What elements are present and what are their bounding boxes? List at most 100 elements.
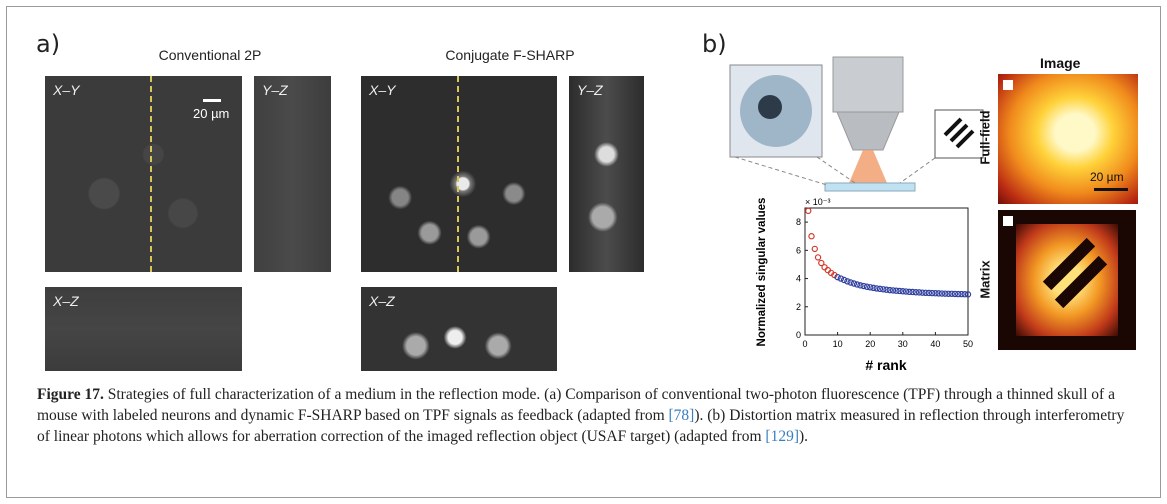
citation-link-78[interactable]: [78] [668, 407, 695, 424]
data-point [938, 290, 946, 297]
data-point [808, 233, 815, 240]
data-point [915, 289, 923, 296]
caption-label: Figure 17. [37, 386, 104, 403]
data-point [893, 287, 900, 294]
fsharp-xy-image: X–Y [361, 76, 557, 272]
data-point [902, 288, 910, 295]
x-tick-label: 0 [802, 339, 807, 349]
image-column-title: Image [1040, 55, 1081, 71]
data-point [899, 288, 906, 295]
data-point [958, 290, 965, 298]
y-multiplier: × 10⁻³ [805, 198, 831, 207]
data-point [919, 289, 926, 296]
data-point [964, 291, 972, 298]
data-point [870, 284, 877, 292]
conventional-yz-image: Y–Z [254, 76, 331, 272]
zoom-guide [899, 157, 936, 184]
data-point [857, 282, 864, 289]
full-field-label: Full-field [977, 110, 993, 165]
full-field-heatmap: 20 µm [998, 74, 1138, 204]
data-point [896, 287, 903, 295]
scale-bar [203, 99, 221, 102]
objective-body [832, 56, 904, 113]
data-point [873, 285, 880, 292]
conventional-yz-label: Y–Z [262, 82, 288, 98]
x-tick-label: 30 [898, 339, 908, 349]
target-bar [943, 117, 963, 137]
x-tick-label: 50 [963, 339, 973, 349]
corner-marker [1003, 80, 1013, 90]
y-tick-label: 6 [796, 245, 801, 255]
panel-a-label: a) [36, 30, 61, 58]
panel-b-label: b) [702, 30, 727, 58]
data-point [837, 275, 845, 282]
caption-text-3: ). [798, 428, 809, 445]
data-point [866, 284, 874, 291]
objective-tip [836, 111, 900, 151]
target-bar [955, 129, 975, 149]
fsharp-xz-image: X–Z [361, 287, 557, 371]
fsharp-yz-label: Y–Z [577, 82, 603, 98]
conventional-xz-image: X–Z [45, 287, 242, 371]
caption-text-1: Strategies of full characterization of a… [37, 386, 1115, 424]
fsharp-yz-image: Y–Z [569, 76, 644, 272]
laser-beam [849, 150, 887, 183]
conventional-dashed-line [150, 76, 152, 272]
data-point [840, 276, 848, 284]
x-tick-label: 10 [833, 339, 843, 349]
data-point [886, 286, 893, 294]
data-point [818, 259, 825, 267]
data-point [876, 285, 884, 293]
matrix-heatmap [998, 210, 1136, 350]
data-point [945, 290, 952, 297]
scale-bar-label: 20 µm [193, 106, 230, 121]
caption-text-2: ). (b) Distortion matrix measured in ref… [37, 407, 1125, 445]
setup-schematic [729, 56, 984, 192]
data-point [889, 287, 897, 294]
data-point [850, 280, 858, 287]
y-axis-label: Normalized singular values [756, 198, 768, 346]
data-point [847, 279, 854, 286]
data-point [844, 278, 851, 285]
x-axis-label: # rank [865, 357, 906, 373]
data-point [811, 245, 818, 253]
citation-link-129[interactable]: [129] [765, 428, 799, 445]
data-point [853, 281, 861, 288]
data-point [834, 273, 841, 281]
data-point [925, 289, 933, 297]
data-point [805, 207, 812, 215]
corner-marker [1003, 216, 1013, 226]
y-tick-label: 8 [796, 217, 801, 227]
data-point [941, 290, 949, 297]
conventional-xy-label: X–Y [53, 82, 80, 98]
data-point [863, 283, 871, 290]
data-point [883, 286, 890, 293]
heatmap-scale-label: 20 µm [1090, 170, 1124, 184]
y-tick-label: 2 [796, 302, 801, 312]
sample-hole [758, 95, 782, 119]
figure-caption: Figure 17. Strategies of full characteri… [37, 384, 1127, 447]
data-point [814, 254, 822, 261]
conjugate-fsharp-title: Conjugate F-SHARP [445, 47, 575, 63]
fsharp-dashed-line [457, 76, 459, 272]
scale-bar [1094, 188, 1128, 191]
data-point [948, 290, 955, 297]
y-tick-label: 0 [796, 330, 801, 340]
data-point [912, 289, 920, 296]
data-point [961, 291, 968, 298]
zoom-guide [816, 156, 856, 184]
data-point [955, 290, 962, 298]
fsharp-xz-label: X–Z [369, 293, 395, 309]
data-point [906, 288, 913, 296]
conventional-2p-title: Conventional 2P [158, 47, 262, 63]
data-point [880, 286, 887, 293]
data-point [909, 288, 916, 296]
zoom-guide [734, 156, 828, 186]
data-point [860, 282, 867, 290]
matrix-label: Matrix [977, 260, 993, 299]
data-point [935, 290, 942, 297]
conventional-xz-label: X–Z [53, 293, 79, 309]
x-tick-label: 40 [930, 339, 940, 349]
data-point [922, 289, 929, 297]
y-tick-label: 4 [796, 274, 801, 284]
